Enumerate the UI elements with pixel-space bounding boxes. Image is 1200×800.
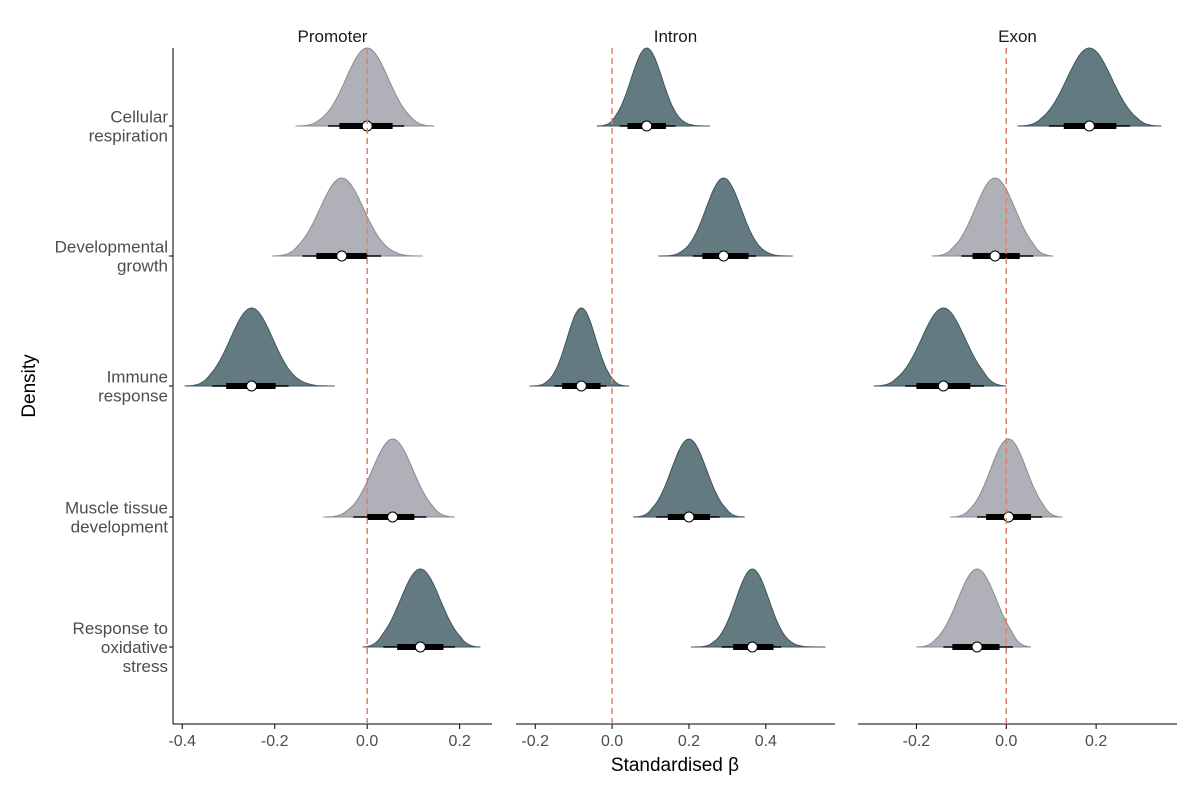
density-ridge	[658, 177, 793, 257]
category-label: oxidative	[101, 638, 168, 657]
facet-intron: Intron -0.2 0.0 0.2 0.4	[516, 27, 835, 750]
category-label: Cellular	[110, 108, 168, 127]
density-ridge	[362, 568, 481, 648]
facet-promoter: Promoter -0.4 -0.2 0.0 0.2	[168, 27, 492, 750]
density-ridge	[1017, 47, 1162, 127]
x-axis-title: Standardised β	[611, 755, 739, 776]
facet-title: Intron	[654, 27, 697, 46]
x-tick-label: -0.2	[903, 733, 931, 750]
median-point	[746, 641, 758, 653]
median-point	[246, 380, 258, 392]
x-tick-label: -0.2	[261, 733, 289, 750]
median-point	[575, 380, 587, 392]
category-label: respiration	[89, 127, 168, 146]
median-point	[718, 250, 730, 262]
category-label: Response to	[73, 619, 168, 638]
x-tick-label: 0.2	[678, 733, 700, 750]
median-point	[683, 511, 695, 523]
density-ridge	[272, 177, 423, 257]
median-point	[387, 511, 399, 523]
density-ridge	[932, 177, 1054, 257]
x-tick-label: -0.2	[521, 733, 549, 750]
x-tick-label: 0.0	[601, 733, 623, 750]
density-ridge	[916, 568, 1032, 648]
facet-title: Exon	[998, 27, 1037, 46]
x-tick-label: 0.4	[755, 733, 777, 750]
median-point	[1003, 511, 1015, 523]
category-label: stress	[123, 657, 168, 676]
median-point	[937, 380, 949, 392]
x-tick-label: -0.4	[168, 733, 196, 750]
median-point	[1083, 120, 1095, 132]
density-ridge	[633, 438, 745, 518]
density-ridge	[596, 47, 711, 127]
x-tick-label: 0.2	[449, 733, 471, 750]
category-label: growth	[117, 257, 168, 276]
facet-exon: Exon -0.2 0.0 0.2	[858, 27, 1177, 750]
density-ridge	[295, 47, 435, 127]
y-axis-title: Density	[19, 354, 40, 418]
density-ridge	[529, 307, 630, 387]
category-label: Developmental	[55, 238, 168, 257]
category-label: Muscle tissue	[65, 499, 168, 518]
category-label: Immune	[107, 368, 168, 387]
median-point	[414, 641, 426, 653]
category-label: response	[98, 387, 168, 406]
median-point	[989, 250, 1001, 262]
category-label: development	[71, 518, 169, 537]
median-point	[971, 641, 983, 653]
density-ridge	[323, 438, 456, 518]
median-point	[641, 120, 653, 132]
density-ridge	[873, 307, 1007, 387]
density-ridge	[690, 568, 826, 648]
facet-title: Promoter	[298, 27, 368, 46]
x-tick-label: 0.0	[995, 733, 1017, 750]
density-ridge	[184, 307, 335, 387]
x-tick-label: 0.0	[356, 733, 378, 750]
median-point	[336, 250, 348, 262]
x-tick-label: 0.2	[1085, 733, 1107, 750]
